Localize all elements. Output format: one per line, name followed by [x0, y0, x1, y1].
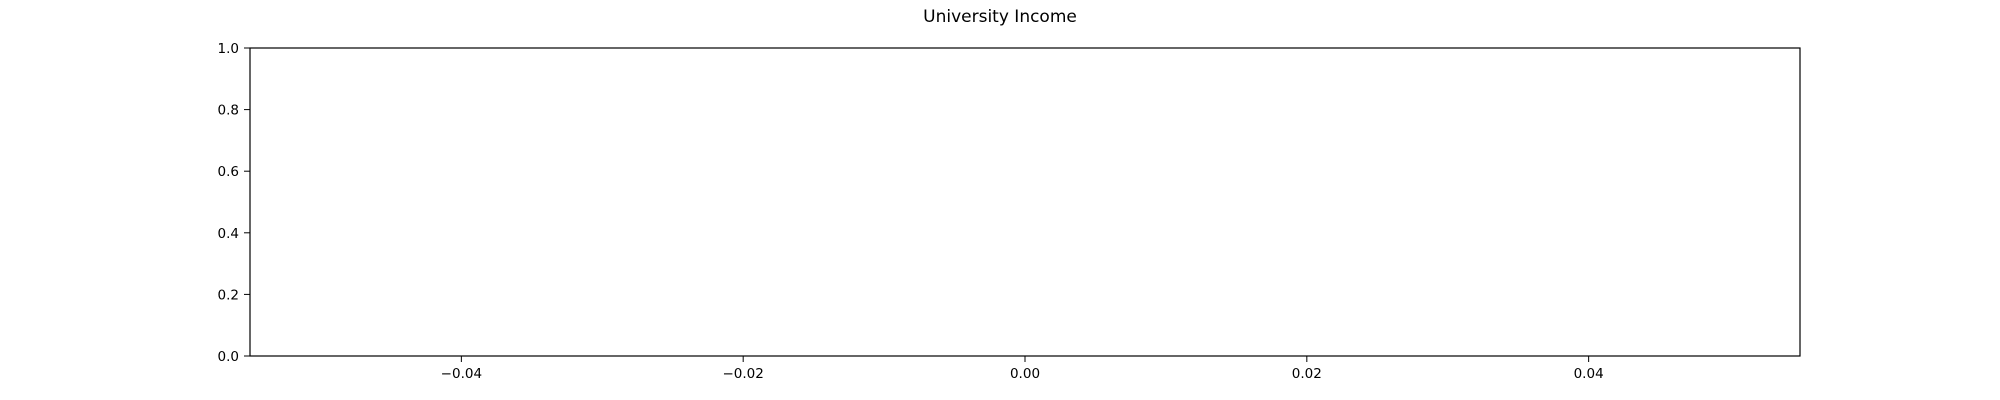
x-tick-label: −0.04: [441, 366, 482, 382]
x-axis: −0.04 −0.02 0.00 0.02 0.04: [441, 356, 1604, 382]
plot-area: [250, 48, 1800, 356]
x-tick-label: 0.02: [1292, 366, 1322, 382]
x-tick-label: −0.02: [722, 366, 763, 382]
plot-frame: [249, 47, 1801, 357]
y-tick-label: 0.2: [218, 287, 239, 303]
y-tick-label: 0.4: [218, 226, 239, 242]
y-tick-label: 0.6: [218, 164, 239, 180]
y-tick-label: 0.8: [218, 103, 239, 119]
x-tick-label: 0.00: [1010, 366, 1040, 382]
y-tick-label: 1.0: [218, 41, 239, 57]
chart-title: University Income: [923, 7, 1077, 27]
x-tick-label: 0.04: [1574, 366, 1604, 382]
y-axis: 0.0 0.2 0.4 0.6 0.8 1.0: [218, 41, 250, 365]
y-tick-label: 0.0: [218, 349, 239, 365]
